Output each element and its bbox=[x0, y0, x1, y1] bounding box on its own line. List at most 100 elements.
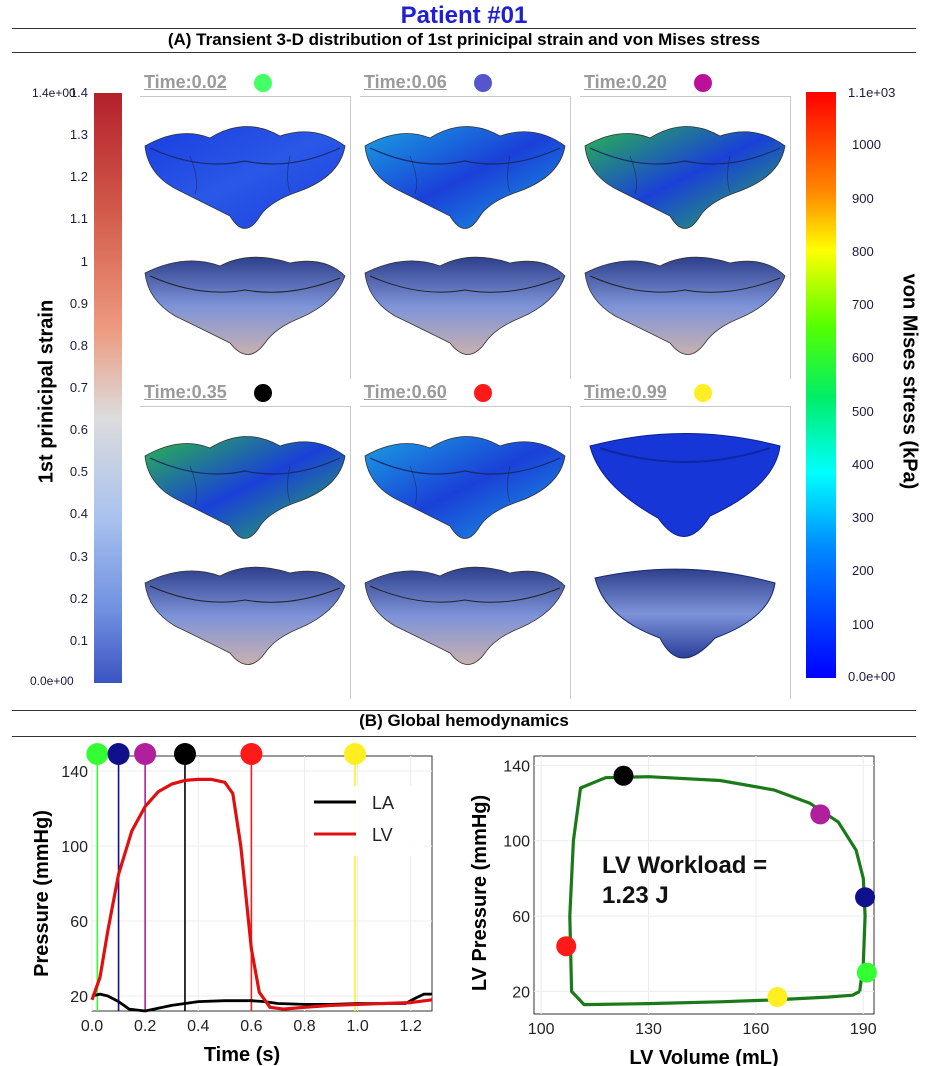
valve-surface bbox=[364, 566, 566, 665]
panel-time-dot bbox=[474, 384, 492, 402]
stress-valve-shape bbox=[584, 126, 786, 229]
y-tick-label: 20 bbox=[70, 989, 88, 1006]
page-title: Patient #01 bbox=[400, 2, 528, 29]
series-line-lv bbox=[90, 777, 433, 1011]
stress-valve-shape bbox=[144, 126, 346, 229]
strain-valve-shape bbox=[584, 256, 786, 355]
stress-tick: 1000 bbox=[852, 137, 881, 153]
panel-time-dot bbox=[474, 74, 492, 92]
valve-fold bbox=[189, 155, 291, 195]
time-marker-dot bbox=[343, 743, 366, 765]
panel-time-label: Time:0.02 bbox=[144, 72, 227, 92]
valve-surface bbox=[144, 256, 346, 355]
valve-rim bbox=[149, 147, 341, 165]
valve-surface bbox=[364, 256, 566, 355]
panel-time-dot bbox=[694, 384, 712, 402]
strain-valve-shape bbox=[364, 256, 566, 355]
strain-tick: 1.2 bbox=[69, 169, 88, 185]
stress-tick: 400 bbox=[852, 456, 874, 472]
stress-tick: 600 bbox=[852, 350, 874, 366]
section-b-title: (B) Global hemodynamics bbox=[359, 711, 569, 730]
panel-time-label: Time:0.60 bbox=[364, 382, 447, 402]
pv-point bbox=[556, 936, 577, 957]
stress-colorbar bbox=[806, 92, 836, 678]
panel-time-dot bbox=[254, 384, 272, 402]
pv-loop-line bbox=[568, 775, 867, 1007]
valve-fold bbox=[409, 465, 511, 505]
time-marker-dot bbox=[134, 743, 157, 765]
legend-box bbox=[308, 786, 424, 856]
stress-tick: 800 bbox=[852, 243, 874, 259]
strain-colorbar bbox=[94, 93, 122, 683]
y-tick-label: 100 bbox=[61, 839, 88, 856]
stress-valve-shape bbox=[364, 436, 566, 539]
stress-tick: 500 bbox=[852, 403, 874, 419]
valve-rim bbox=[369, 147, 561, 165]
panel-frame bbox=[140, 406, 351, 699]
section-b-divider bbox=[12, 736, 916, 737]
valve-fold bbox=[629, 155, 731, 195]
y-axis-label: LV Pressure (mmHg) bbox=[469, 795, 491, 991]
time-marker-dot bbox=[86, 743, 109, 765]
y-tick-label: 140 bbox=[503, 758, 530, 775]
valve-rim bbox=[149, 457, 341, 475]
x-tick-label: 190 bbox=[850, 1021, 877, 1038]
pv-point bbox=[767, 987, 788, 1008]
panel-frame bbox=[360, 96, 571, 379]
x-tick-label: 100 bbox=[528, 1021, 555, 1038]
valve-rim bbox=[369, 275, 561, 293]
y-tick-label: 60 bbox=[512, 909, 530, 926]
x-tick-label: 0.6 bbox=[240, 1018, 262, 1035]
valve-rim bbox=[599, 447, 771, 463]
pv-point bbox=[856, 962, 877, 983]
valve-surface bbox=[594, 568, 776, 659]
valve-rim bbox=[149, 275, 341, 293]
panel-time-label: Time:0.06 bbox=[364, 72, 447, 92]
stress-valve-shape bbox=[364, 126, 566, 229]
time-marker-dot bbox=[173, 743, 196, 765]
panel-frame bbox=[140, 96, 351, 379]
strain-tick: 0.9 bbox=[69, 295, 88, 311]
time-marker-dot bbox=[240, 743, 263, 765]
x-tick-label: 1.2 bbox=[400, 1018, 422, 1035]
legend-label: LA bbox=[372, 793, 394, 813]
strain-tick: 0.4 bbox=[69, 506, 88, 522]
stress-valve-shape bbox=[144, 436, 346, 539]
valve-surface bbox=[584, 256, 786, 355]
section-a-divider bbox=[12, 52, 916, 53]
section-a-title: (A) Transient 3-D distribution of 1st pr… bbox=[167, 30, 761, 49]
valve-fold bbox=[409, 155, 511, 195]
stress-tick: 200 bbox=[852, 563, 874, 579]
y-tick-label: 60 bbox=[70, 914, 88, 931]
x-tick-label: 0.8 bbox=[293, 1018, 315, 1035]
y-tick-label: 140 bbox=[61, 764, 88, 781]
panel-time-dot bbox=[694, 74, 712, 92]
stress-tick: 300 bbox=[852, 510, 874, 526]
x-tick-label: 0.2 bbox=[134, 1018, 156, 1035]
panel-frame bbox=[360, 406, 571, 699]
y-axis-label: Pressure (mmHg) bbox=[31, 810, 53, 977]
strain-tick: 1 bbox=[80, 253, 88, 269]
stress-colorbar-min: 0.0e+00 bbox=[848, 669, 896, 684]
strain-valve-shape bbox=[594, 568, 776, 659]
strain-tick: 0.3 bbox=[69, 548, 88, 564]
x-tick-label: 0.0 bbox=[81, 1018, 103, 1035]
valve-surface bbox=[584, 126, 786, 229]
section-b-top-divider bbox=[12, 710, 916, 711]
strain-tick: 1.1 bbox=[69, 211, 88, 227]
pv-loop-chart: 100 130 160 190 20 60 100 140 LV Workload = 1.23 … bbox=[469, 755, 877, 1066]
strain-colorbar-max: 1.4e+00 bbox=[32, 86, 76, 100]
valve-rim bbox=[369, 457, 561, 475]
y-tick-label: 100 bbox=[503, 834, 530, 851]
top-divider bbox=[12, 28, 916, 29]
strain-colorbar-label: 1st prinicipal strain bbox=[35, 299, 58, 484]
plot-area bbox=[533, 755, 875, 1015]
valve-rim bbox=[369, 585, 561, 603]
x-tick-label: 130 bbox=[635, 1021, 662, 1038]
panel-frame bbox=[580, 406, 791, 699]
x-axis-label: LV Volume (mL) bbox=[629, 1047, 778, 1066]
stress-tick: 100 bbox=[852, 616, 874, 632]
pv-point bbox=[855, 887, 876, 908]
strain-tick: 0.7 bbox=[69, 380, 88, 395]
workload-annotation: 1.23 J bbox=[602, 882, 669, 909]
